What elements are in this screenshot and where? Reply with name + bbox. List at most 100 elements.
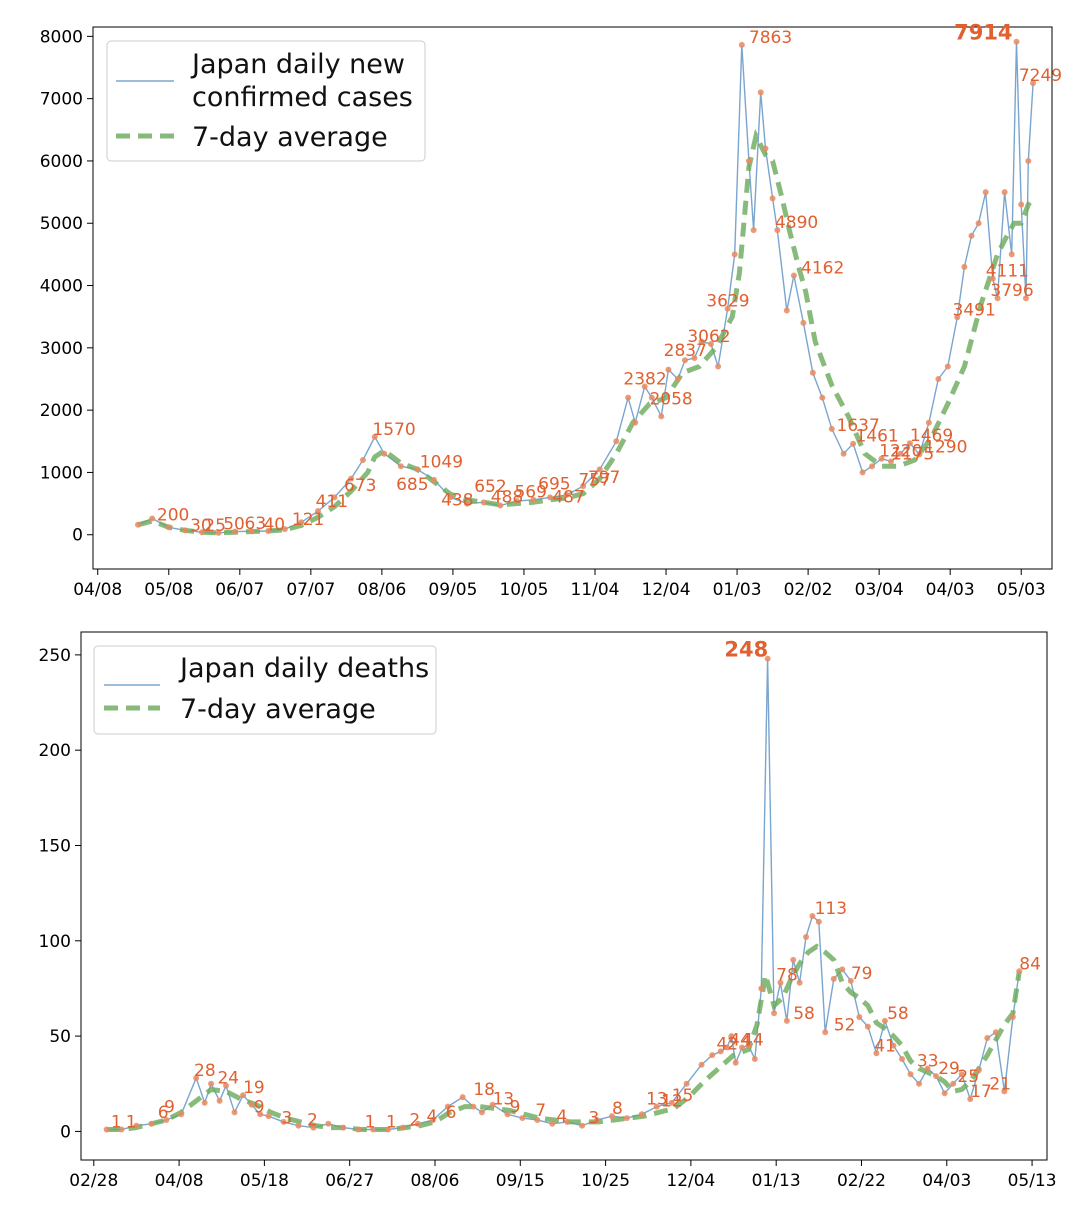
y-tick-label: 1000 bbox=[40, 463, 83, 483]
data-point bbox=[519, 1115, 526, 1122]
data-label: 42 bbox=[716, 1034, 738, 1054]
x-tick: 04/08 bbox=[73, 569, 122, 600]
data-point bbox=[898, 1055, 905, 1062]
data-point bbox=[783, 1017, 790, 1024]
data-point bbox=[1001, 1088, 1008, 1095]
y-tick-label: 50 bbox=[49, 1027, 71, 1047]
data-point bbox=[295, 1122, 302, 1129]
x-tick-label: 07/07 bbox=[286, 580, 335, 600]
data-point bbox=[698, 1061, 705, 1068]
y-tick-label: 6000 bbox=[40, 152, 83, 172]
data-point bbox=[430, 476, 437, 483]
x-tick: 12/04 bbox=[666, 1160, 715, 1191]
data-point bbox=[478, 1109, 485, 1116]
data-point bbox=[248, 1101, 255, 1108]
data-label: 58 bbox=[793, 1004, 815, 1024]
data-point bbox=[459, 1094, 466, 1101]
data-label: 28 bbox=[194, 1061, 216, 1081]
data-point bbox=[359, 456, 366, 463]
data-point bbox=[745, 157, 752, 164]
data-point bbox=[815, 918, 822, 925]
data-point bbox=[758, 985, 765, 992]
x-tick: 05/13 bbox=[1008, 1160, 1057, 1191]
data-point bbox=[447, 494, 454, 501]
data-label: 3629 bbox=[706, 292, 749, 312]
data-point bbox=[314, 508, 321, 515]
series-line-daily bbox=[137, 41, 1034, 534]
legend-frame bbox=[93, 645, 437, 735]
data-label: 2837 bbox=[664, 341, 707, 361]
data-point bbox=[906, 440, 913, 447]
x-tick: 05/18 bbox=[240, 1160, 289, 1191]
data-label: 9 bbox=[510, 1097, 521, 1117]
data-label: 3 bbox=[281, 1109, 292, 1129]
data-point bbox=[257, 1111, 264, 1118]
data-point bbox=[739, 1044, 746, 1051]
data-label: 3491 bbox=[953, 300, 996, 320]
data-label: 4111 bbox=[986, 262, 1029, 282]
data-point bbox=[348, 475, 355, 482]
x-tick-label: 09/05 bbox=[428, 580, 477, 600]
data-label: 40 bbox=[263, 515, 285, 535]
data-label: 1637 bbox=[837, 416, 880, 436]
x-tick-label: 03/04 bbox=[855, 580, 904, 600]
x-tick: 11/04 bbox=[570, 569, 619, 600]
data-point bbox=[623, 1115, 630, 1122]
data-point bbox=[298, 519, 305, 526]
data-point bbox=[668, 1099, 675, 1106]
x-tick: 06/07 bbox=[215, 569, 264, 600]
data-point bbox=[265, 1113, 272, 1120]
data-label: 63 bbox=[245, 514, 267, 534]
x-tick-label: 05/08 bbox=[144, 580, 193, 600]
data-point bbox=[944, 363, 951, 370]
data-point bbox=[708, 340, 715, 347]
data-point bbox=[840, 450, 847, 457]
data-point bbox=[698, 338, 705, 345]
data-point bbox=[967, 1096, 974, 1103]
x-tick: 02/28 bbox=[69, 1160, 118, 1191]
x-tick: 10/05 bbox=[499, 569, 548, 600]
y-tick-label: 8000 bbox=[40, 27, 83, 47]
data-label: 7863 bbox=[749, 28, 792, 48]
data-label: 8 bbox=[612, 1099, 623, 1119]
data-label: 652 bbox=[474, 477, 506, 497]
y-tick: 6000 bbox=[40, 152, 93, 172]
legend-label-daily: Japan daily deaths bbox=[178, 653, 429, 684]
data-point bbox=[732, 1059, 739, 1066]
data-label: 4890 bbox=[775, 213, 818, 233]
data-point bbox=[414, 466, 421, 473]
data-label: 50 bbox=[223, 515, 245, 535]
x-tick: 05/03 bbox=[997, 569, 1046, 600]
x-tick-label: 02/22 bbox=[837, 1171, 886, 1191]
data-point bbox=[1025, 157, 1032, 164]
data-point bbox=[728, 1033, 735, 1040]
data-label: 757 bbox=[578, 471, 610, 491]
data-label: 2382 bbox=[623, 369, 666, 389]
data-label: 25 bbox=[957, 1067, 979, 1087]
data-point bbox=[429, 1116, 436, 1123]
data-point bbox=[887, 458, 894, 465]
y-tick: 150 bbox=[39, 836, 81, 856]
data-point bbox=[941, 1090, 948, 1097]
data-point bbox=[563, 491, 570, 498]
x-tick: 01/13 bbox=[752, 1160, 801, 1191]
data-point bbox=[513, 498, 520, 505]
y-tick-label: 3000 bbox=[40, 339, 83, 359]
data-point bbox=[355, 1126, 362, 1133]
data-point bbox=[783, 307, 790, 314]
data-point bbox=[897, 450, 904, 457]
data-label: 13 bbox=[493, 1090, 515, 1110]
data-label: 78 bbox=[776, 966, 798, 986]
chart-2: 0 50 100 150 200 250 02/28 04/08 05/18 06/27 08/06… bbox=[39, 631, 1057, 1191]
data-point bbox=[178, 1111, 185, 1118]
data-point bbox=[653, 1103, 660, 1110]
data-point bbox=[381, 450, 388, 457]
data-point bbox=[325, 1120, 332, 1127]
data-point bbox=[1008, 251, 1015, 258]
data-point bbox=[856, 1014, 863, 1021]
chart-1: 0 1000 2000 3000 4000 5000 6000 7000 8000 04/08 05… bbox=[40, 21, 1062, 600]
data-point bbox=[809, 913, 816, 920]
data-point bbox=[397, 463, 404, 470]
data-point bbox=[489, 1101, 496, 1108]
